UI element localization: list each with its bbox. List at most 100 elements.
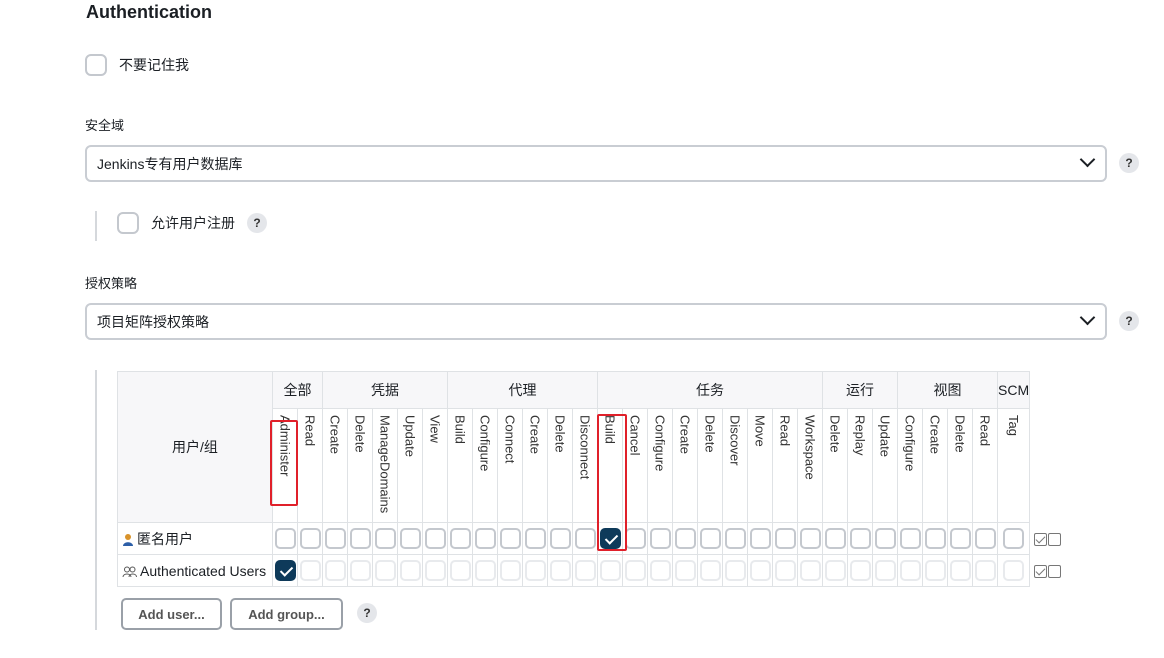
permission-header: Create	[322, 408, 348, 523]
allow-signup-checkbox[interactable]	[117, 212, 139, 234]
permission-checkbox[interactable]	[549, 528, 571, 549]
add-user-button[interactable]: Add user...	[121, 598, 222, 630]
permission-checkbox[interactable]	[524, 560, 546, 581]
permission-checkbox[interactable]	[974, 560, 996, 581]
authorization-select[interactable]: 项目矩阵授权策略	[85, 303, 1107, 340]
permission-checkbox[interactable]	[874, 528, 896, 549]
permission-checkbox[interactable]	[799, 560, 821, 581]
permission-checkbox[interactable]	[974, 528, 996, 549]
permission-checkbox[interactable]	[574, 560, 596, 581]
permission-checkbox[interactable]	[624, 560, 646, 581]
permission-checkbox[interactable]	[649, 528, 671, 549]
permission-checkbox[interactable]	[274, 528, 296, 549]
permission-cell	[822, 554, 848, 587]
permission-checkbox[interactable]	[599, 560, 621, 581]
permission-checkbox[interactable]	[524, 528, 546, 549]
table-row: 匿名用户	[117, 522, 1070, 555]
permission-checkbox[interactable]	[749, 528, 771, 549]
remember-me-checkbox[interactable]	[85, 54, 107, 76]
select-all-icon[interactable]	[1034, 533, 1048, 547]
permission-checkbox[interactable]	[1003, 560, 1025, 581]
permission-checkbox[interactable]	[649, 560, 671, 581]
unselect-all-icon[interactable]	[1048, 533, 1062, 547]
permission-cell	[372, 554, 398, 587]
highlight-build	[597, 414, 627, 551]
permission-checkbox[interactable]	[299, 560, 321, 581]
permission-checkbox[interactable]	[499, 528, 521, 549]
permission-header: Update	[397, 408, 423, 523]
permission-cell	[722, 554, 748, 587]
unselect-all-icon[interactable]	[1048, 565, 1062, 579]
permission-checkbox[interactable]	[724, 560, 746, 581]
permission-checkbox[interactable]	[749, 560, 771, 581]
permission-checkbox[interactable]	[849, 528, 871, 549]
permission-checkbox[interactable]	[624, 528, 646, 549]
permission-label: Update	[402, 415, 418, 457]
permission-checkbox[interactable]	[274, 560, 296, 581]
permission-checkbox[interactable]	[374, 560, 396, 581]
permission-label: Read	[977, 415, 993, 447]
permission-checkbox[interactable]	[674, 528, 696, 549]
permission-checkbox[interactable]	[824, 560, 846, 581]
permission-checkbox[interactable]	[349, 528, 371, 549]
permission-label: Delete	[552, 415, 568, 453]
permission-checkbox[interactable]	[824, 528, 846, 549]
permission-group-header: 运行	[822, 371, 898, 409]
permission-checkbox[interactable]	[324, 528, 346, 549]
permission-header: Move	[747, 408, 773, 523]
help-icon[interactable]: ?	[1119, 311, 1139, 331]
permission-checkbox[interactable]	[399, 528, 421, 549]
permission-checkbox[interactable]	[449, 560, 471, 581]
permission-cell	[572, 522, 598, 555]
permission-header: Read	[297, 408, 323, 523]
permission-label: Administer	[277, 415, 293, 477]
permission-label: Read	[302, 415, 318, 447]
permission-checkbox[interactable]	[849, 560, 871, 581]
permission-checkbox[interactable]	[299, 528, 321, 549]
permission-checkbox[interactable]	[699, 560, 721, 581]
permission-checkbox[interactable]	[674, 560, 696, 581]
permission-checkbox[interactable]	[374, 528, 396, 549]
security-realm-select[interactable]: Jenkins专有用户数据库	[85, 145, 1107, 182]
permission-checkbox[interactable]	[549, 560, 571, 581]
permission-label: Configure	[477, 415, 493, 472]
help-icon[interactable]: ?	[357, 603, 377, 623]
permission-checkbox[interactable]	[399, 560, 421, 581]
permission-checkbox[interactable]	[499, 560, 521, 581]
permission-checkbox[interactable]	[1003, 528, 1025, 549]
help-icon[interactable]: ?	[247, 213, 267, 233]
permission-cell	[547, 554, 573, 587]
select-all-icon[interactable]	[1034, 565, 1048, 579]
permission-cell	[972, 554, 998, 587]
permission-checkbox[interactable]	[324, 560, 346, 581]
permission-cell	[672, 554, 698, 587]
permission-checkbox[interactable]	[874, 560, 896, 581]
permission-checkbox[interactable]	[699, 528, 721, 549]
permission-checkbox[interactable]	[474, 560, 496, 581]
permission-cell	[872, 522, 898, 555]
permission-checkbox[interactable]	[774, 528, 796, 549]
permission-checkbox[interactable]	[574, 528, 596, 549]
permission-checkbox[interactable]	[899, 528, 921, 549]
permission-checkbox[interactable]	[949, 560, 971, 581]
permission-checkbox[interactable]	[424, 528, 446, 549]
permission-checkbox[interactable]	[899, 560, 921, 581]
permission-checkbox[interactable]	[924, 528, 946, 549]
permission-header: Read	[972, 408, 998, 523]
add-group-button[interactable]: Add group...	[230, 598, 343, 630]
permission-checkbox[interactable]	[349, 560, 371, 581]
permission-checkbox[interactable]	[799, 528, 821, 549]
permission-checkbox[interactable]	[449, 528, 471, 549]
permission-checkbox[interactable]	[924, 560, 946, 581]
permission-cell	[347, 554, 373, 587]
help-icon[interactable]: ?	[1119, 153, 1139, 173]
permission-checkbox[interactable]	[599, 528, 621, 549]
permission-checkbox[interactable]	[474, 528, 496, 549]
permission-checkbox[interactable]	[424, 560, 446, 581]
user-group-header: 用户/组	[117, 371, 273, 523]
permission-checkbox[interactable]	[724, 528, 746, 549]
permission-label: Connect	[502, 415, 518, 464]
permission-checkbox[interactable]	[949, 528, 971, 549]
permission-checkbox[interactable]	[774, 560, 796, 581]
permission-cell	[847, 522, 873, 555]
